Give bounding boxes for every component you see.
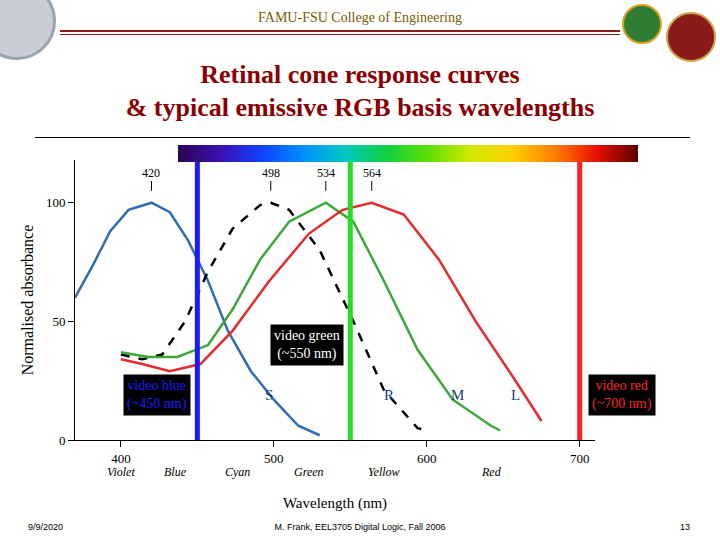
svg-text:400: 400 <box>111 451 131 466</box>
svg-text:600: 600 <box>417 451 437 466</box>
svg-text:L: L <box>511 387 520 403</box>
svg-text:S: S <box>265 387 273 403</box>
svg-text:Normalised absorbance: Normalised absorbance <box>19 225 36 376</box>
svg-text:Blue: Blue <box>164 465 187 479</box>
html-text:& typical emissive RGB basis w: & typical emissive RGB basis wavelengths <box>125 93 595 122</box>
html-text:FAMU-FSU College of Engineerin: FAMU-FSU College of Engineering <box>258 10 462 25</box>
svg-text:Red: Red <box>481 465 502 479</box>
svg-text:100: 100 <box>46 195 66 210</box>
svg-text:Yellow: Yellow <box>368 465 400 479</box>
svg-text:video red(~700 nm): video red(~700 nm) <box>592 378 652 412</box>
html-text:M. Frank, EEL3705 Digital Logi: M. Frank, EEL3705 Digital Logic, Fall 20… <box>274 522 446 532</box>
html-text:9/9/2020: 9/9/2020 <box>28 522 63 532</box>
svg-text:500: 500 <box>264 451 284 466</box>
html-text:13: 13 <box>680 522 690 532</box>
svg-text:0: 0 <box>59 433 66 448</box>
svg-text:420: 420 <box>142 166 160 180</box>
svg-text:700: 700 <box>570 451 590 466</box>
svg-text:R: R <box>384 387 394 403</box>
svg-text:498: 498 <box>262 166 280 180</box>
svg-text:Violet: Violet <box>107 465 135 479</box>
svg-text:Cyan: Cyan <box>225 465 250 479</box>
svg-text:50: 50 <box>52 314 65 329</box>
svg-text:534: 534 <box>317 166 335 180</box>
svg-text:564: 564 <box>363 166 381 180</box>
svg-text:Green: Green <box>294 465 324 479</box>
svg-text:Wavelength (nm): Wavelength (nm) <box>283 495 387 512</box>
html-text:Retinal cone response curves: Retinal cone response curves <box>200 60 520 89</box>
svg-text:M: M <box>451 387 464 403</box>
svg-text:video blue(~450 nm): video blue(~450 nm) <box>127 378 187 412</box>
svg-text:video green(~550 nm): video green(~550 nm) <box>274 328 340 362</box>
